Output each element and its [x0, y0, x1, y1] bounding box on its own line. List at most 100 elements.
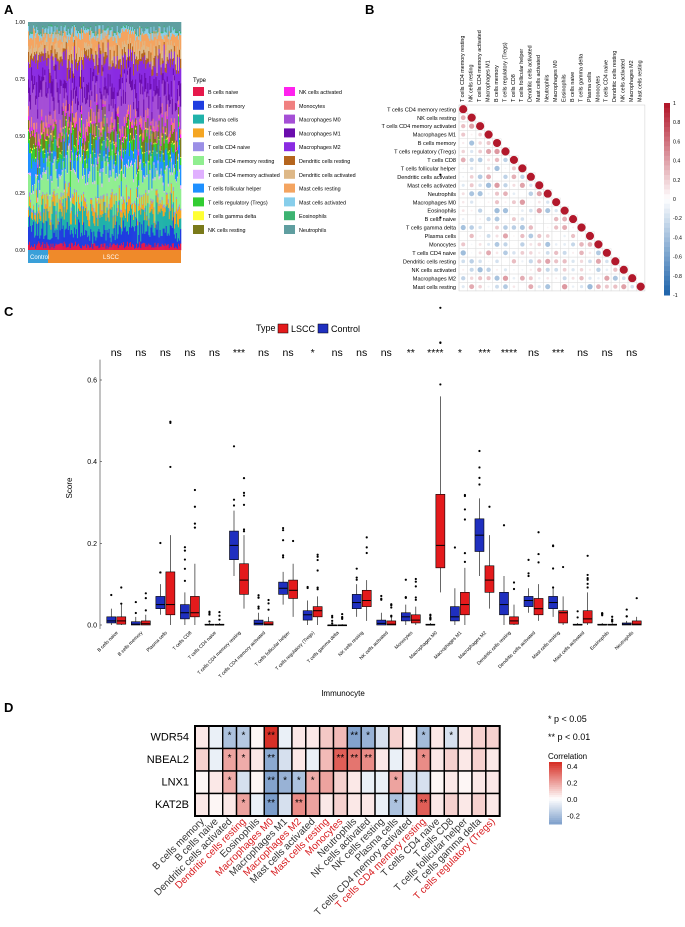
c-significance: ns: [258, 347, 269, 359]
stacked-bar-segment: [39, 41, 41, 48]
stacked-bar-segment: [69, 213, 72, 225]
stacked-bar-segment: [112, 131, 114, 142]
b-correlation-circle: [511, 217, 516, 222]
stacked-bar-segment: [49, 59, 51, 73]
stacked-bar-segment: [99, 135, 101, 140]
b-correlation-circle: [587, 242, 593, 247]
b-colorbar-segment: [664, 103, 670, 109]
stacked-bar-segment: [28, 209, 30, 217]
stacked-bar-segment: [144, 72, 146, 92]
b-row-label: Macrophages M0: [413, 200, 456, 206]
stacked-bar-segment: [88, 245, 90, 251]
d-heatmap-frame: [194, 725, 501, 817]
stacked-bar-segment: [131, 246, 133, 251]
stacked-bar-segment: [121, 82, 124, 127]
b-correlation-circle: [529, 268, 533, 271]
stacked-bar-segment: [112, 56, 114, 64]
stacked-bar-segment: [38, 33, 40, 37]
stacked-bar-segment: [132, 22, 134, 26]
c-control-outlier: [281, 556, 285, 559]
b-colorbar-segment: [664, 218, 670, 224]
stacked-bar-segment: [125, 68, 128, 79]
b-correlation-circle: [462, 167, 465, 170]
stacked-bar-segment: [69, 34, 72, 37]
b-correlation-circle: [519, 225, 525, 231]
stacked-bar-segment: [84, 175, 86, 198]
stacked-bar-segment: [138, 180, 140, 186]
stacked-bar-segment: [162, 60, 164, 64]
stacked-bar-segment: [134, 211, 136, 232]
stacked-bar-segment: [46, 193, 48, 209]
stacked-bar-segment: [101, 64, 103, 76]
stacked-bar-segment: [92, 248, 94, 251]
stacked-bar-segment: [138, 48, 140, 60]
stacked-bar-segment: [150, 155, 152, 159]
stacked-bar-segment: [106, 88, 108, 94]
stacked-bar-segment: [35, 37, 37, 48]
stacked-bar-segment: [178, 30, 181, 34]
stacked-bar-segment: [97, 163, 99, 172]
stacked-bar-segment: [31, 192, 33, 195]
stacked-bar-segment: [93, 148, 95, 165]
stacked-bar-segment: [133, 244, 135, 251]
d-colorbar-segment: [549, 793, 562, 796]
c-significance: ns: [184, 347, 195, 359]
stacked-bar-segment: [101, 121, 103, 135]
b-correlation-circle: [487, 285, 490, 288]
stacked-bar-segment: [124, 226, 127, 247]
stacked-bar-segment: [30, 199, 32, 203]
stacked-bar-segment: [121, 140, 124, 143]
stacked-bar-segment: [74, 214, 77, 219]
stacked-bar-segment: [161, 22, 163, 32]
stacked-bar-segment: [45, 148, 47, 171]
stacked-bar-segment: [70, 28, 73, 35]
b-correlation-circle: [511, 225, 517, 230]
stacked-bar-segment: [87, 28, 89, 33]
stacked-bar-segment: [160, 246, 162, 251]
stacked-bar-segment: [51, 26, 53, 33]
stacked-bar-segment: [138, 186, 140, 204]
stacked-bar-segment: [140, 61, 142, 80]
stacked-bar-segment: [154, 136, 156, 139]
stacked-bar-segment: [65, 120, 68, 133]
stacked-bar-segment: [70, 122, 73, 131]
b-column-label: Eosinophils: [561, 74, 567, 102]
stacked-bar-segment: [36, 98, 38, 123]
c-legend-title: Type: [256, 323, 276, 333]
stacked-bar-segment: [49, 37, 51, 60]
stacked-bar-segment: [72, 35, 75, 37]
stacked-bar-segment: [116, 134, 119, 150]
stacked-bar-segment: [52, 118, 54, 128]
c-significance: *: [458, 347, 462, 359]
stacked-bar-segment: [79, 139, 81, 155]
stacked-bar-segment: [66, 209, 69, 223]
stacked-bar-segment: [79, 38, 81, 48]
stacked-bar-segment: [126, 60, 129, 71]
stacked-bar-segment: [112, 159, 114, 170]
stacked-bar-segment: [62, 110, 64, 128]
stacked-bar-segment: [79, 131, 81, 136]
stacked-bar-segment: [93, 243, 95, 251]
stacked-bar-segment: [61, 34, 63, 36]
stacked-bar-segment: [71, 152, 74, 155]
stacked-bar-segment: [88, 173, 90, 178]
stacked-bar-segment: [99, 88, 101, 94]
stacked-bar-segment: [64, 31, 67, 38]
b-correlation-circle: [588, 276, 592, 280]
stacked-bar-segment: [51, 35, 53, 46]
stacked-bar-segment: [74, 127, 77, 147]
stacked-bar-segment: [176, 54, 179, 57]
stacked-bar-segment: [96, 125, 98, 141]
b-correlation-circle: [503, 242, 508, 247]
b-correlation-circle: [554, 208, 558, 213]
stacked-bar-segment: [153, 57, 155, 66]
stacked-bar-segment: [170, 193, 173, 226]
stacked-bar-segment: [173, 45, 176, 52]
stacked-bar-segment: [146, 91, 148, 98]
stacked-bar-segment: [102, 67, 104, 72]
stacked-bar-segment: [152, 32, 154, 41]
stacked-bar-segment: [63, 134, 66, 138]
stacked-bar-segment: [115, 131, 118, 142]
stacked-bar-segment: [57, 186, 59, 189]
c-lscc-outlier: [242, 528, 246, 531]
